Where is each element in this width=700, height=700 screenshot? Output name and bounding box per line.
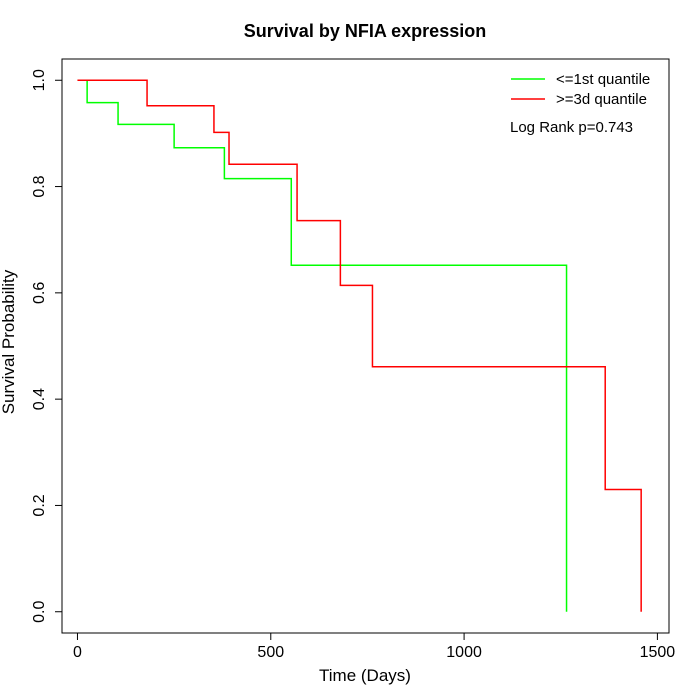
- y-axis-label: Survival Probability: [0, 269, 18, 414]
- y-tick-label: 0.2: [31, 494, 48, 516]
- plot-area-frame: [61, 58, 670, 634]
- legend-label-low: <=1st quantile: [556, 71, 650, 88]
- chart-title: Survival by NFIA expression: [244, 21, 486, 41]
- x-tick-label: 1500: [640, 644, 676, 661]
- y-tick-label: 0.8: [31, 175, 48, 197]
- series-line-high: [77, 79, 642, 612]
- x-tick-label: 500: [257, 644, 284, 661]
- series-line-low: [77, 79, 568, 612]
- legend-label-high: >=3d quantile: [556, 91, 647, 108]
- y-tick-label: 0.4: [31, 388, 48, 410]
- y-axis: 0.0 0.2 0.4 0.6 0.8 1.0: [31, 69, 63, 623]
- x-tick-label: 0: [73, 644, 82, 661]
- y-tick-label: 0.0: [31, 601, 48, 623]
- series-layer: [77, 79, 642, 612]
- x-axis-label: Time (Days): [319, 666, 411, 685]
- legend: <=1st quantile >=3d quantile: [511, 71, 650, 108]
- x-axis: 0 500 1000 1500: [73, 632, 676, 661]
- y-tick-label: 0.6: [31, 282, 48, 304]
- log-rank-annotation: Log Rank p=0.743: [510, 119, 633, 136]
- x-tick-label: 1000: [446, 644, 482, 661]
- y-tick-label: 1.0: [31, 69, 48, 91]
